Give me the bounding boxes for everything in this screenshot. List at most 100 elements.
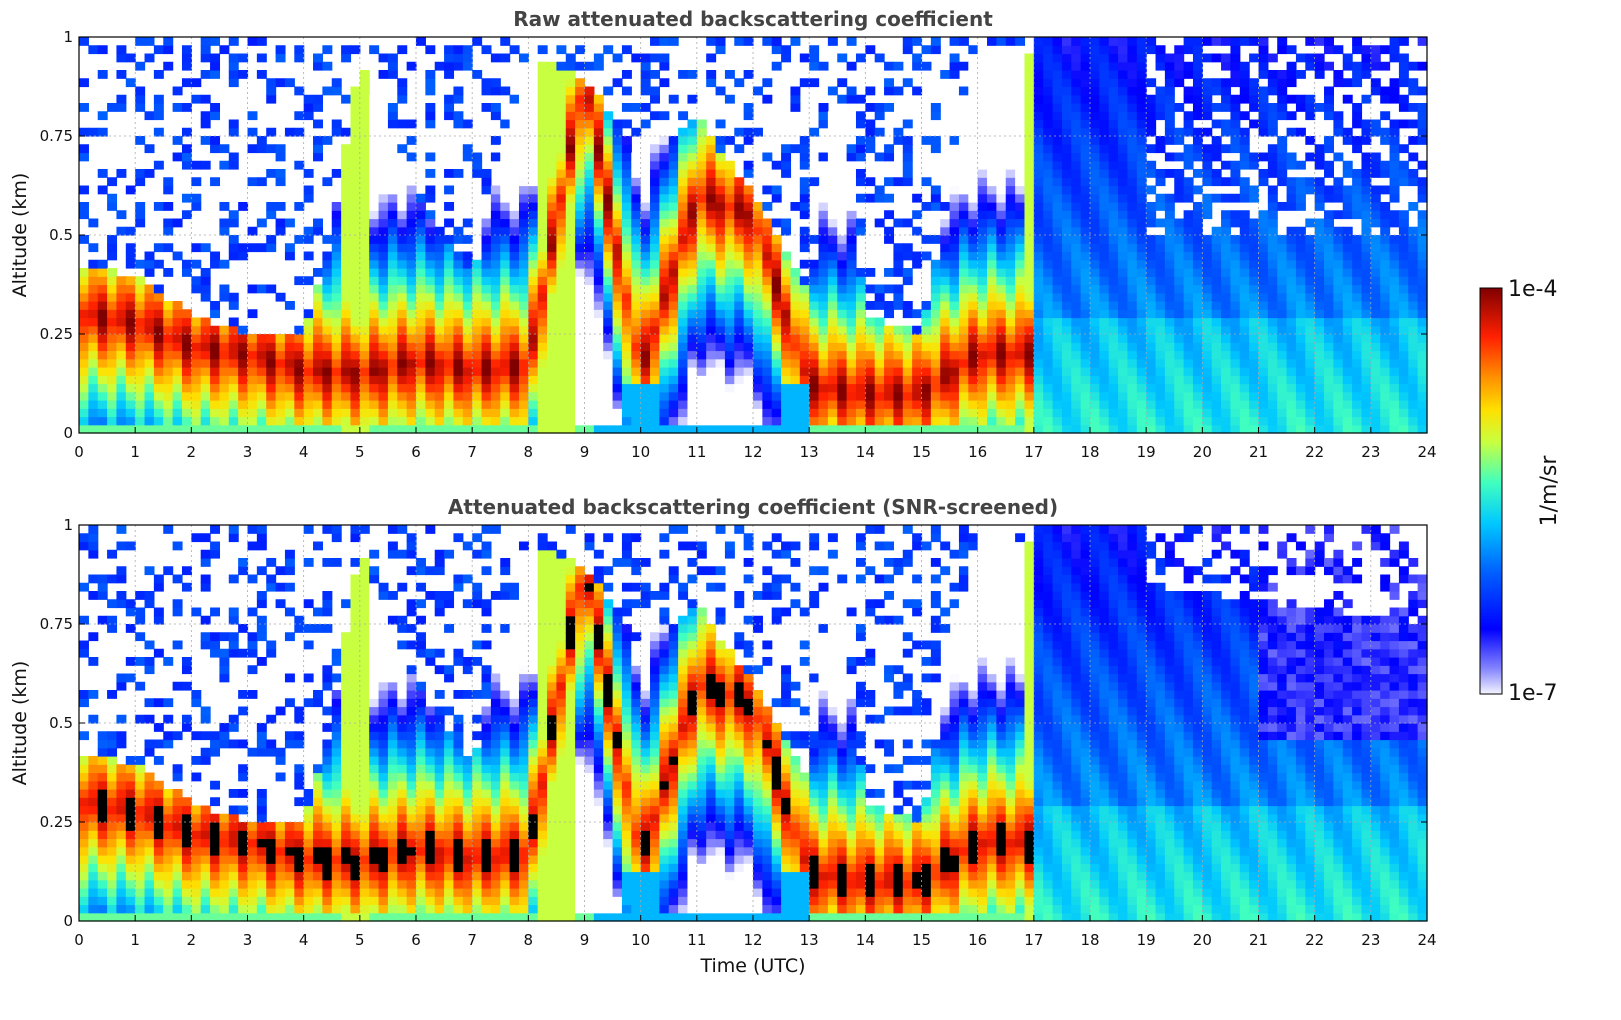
heatmap-cell	[444, 416, 455, 426]
heatmap-cell	[902, 375, 913, 385]
heatmap-cell	[575, 416, 586, 426]
heatmap-cell	[790, 276, 801, 286]
heatmap-cell	[668, 268, 679, 277]
heatmap-cell	[1090, 334, 1100, 343]
heatmap-cell	[1052, 391, 1063, 401]
heatmap-cell	[687, 317, 698, 327]
heatmap-cell	[687, 259, 698, 269]
heatmap-cell	[1221, 103, 1232, 112]
heatmap-cell	[247, 375, 258, 385]
heatmap-cell	[958, 152, 969, 162]
heatmap-cell	[968, 251, 979, 261]
heatmap-cell	[181, 334, 192, 343]
heatmap-cell	[1071, 45, 1082, 55]
heatmap-cell	[1211, 383, 1222, 393]
heatmap-cell	[481, 103, 492, 112]
heatmap-cell	[341, 202, 352, 211]
heatmap-cell	[996, 78, 1007, 88]
heatmap-cell	[322, 350, 333, 360]
heatmap-cell	[1127, 317, 1138, 327]
heatmap-cell	[97, 350, 108, 360]
heatmap-cell	[322, 408, 333, 418]
heatmap-cell	[827, 391, 838, 401]
heatmap-cell	[284, 350, 295, 360]
heatmap-cell	[846, 391, 857, 401]
heatmap-cell	[650, 317, 660, 327]
heatmap-cell	[1090, 226, 1100, 236]
heatmap-cell	[762, 152, 773, 162]
heatmap-cell	[1005, 391, 1016, 401]
heatmap-cell	[743, 169, 754, 178]
heatmap-cell	[1080, 45, 1091, 55]
heatmap-cell	[359, 202, 370, 211]
heatmap-cell	[621, 292, 632, 302]
heatmap-cell	[416, 408, 426, 418]
heatmap-cell	[1164, 416, 1175, 426]
heatmap-cell	[1230, 342, 1241, 352]
heatmap-cell	[781, 226, 792, 236]
heatmap-cell	[902, 251, 913, 261]
heatmap-cell	[865, 325, 876, 335]
heatmap-cell	[1192, 169, 1203, 178]
heatmap-cell	[518, 243, 529, 253]
heatmap-cell	[706, 160, 717, 170]
heatmap-cell	[1295, 416, 1306, 426]
heatmap-cell	[734, 243, 745, 253]
heatmap-cell	[753, 367, 763, 376]
heatmap-cell	[1305, 292, 1316, 302]
heatmap-cell	[322, 284, 333, 294]
heatmap-cell	[734, 358, 745, 368]
heatmap-cell	[940, 325, 951, 335]
heatmap-cell	[893, 127, 904, 137]
heatmap-cell	[593, 226, 604, 236]
heatmap-cell	[706, 325, 717, 335]
heatmap-cell	[1267, 193, 1278, 203]
heatmap-cell	[977, 424, 988, 434]
heatmap-cell	[135, 136, 146, 145]
heatmap-cell	[799, 144, 810, 154]
heatmap-cell	[434, 325, 445, 335]
heatmap-cell	[1071, 383, 1082, 393]
heatmap-cell	[1267, 424, 1278, 434]
heatmap-cell	[1174, 127, 1185, 137]
heatmap-cell	[743, 391, 754, 401]
heatmap-cell	[930, 276, 941, 286]
heatmap-cell	[687, 391, 698, 401]
heatmap-cell	[958, 119, 969, 129]
heatmap-cell	[1061, 37, 1072, 46]
heatmap-cell	[191, 400, 202, 409]
heatmap-cell	[1043, 268, 1054, 277]
heatmap-cell	[172, 218, 183, 228]
heatmap-cell	[1136, 367, 1147, 376]
heatmap-cell	[116, 391, 127, 401]
heatmap-cell	[668, 292, 679, 302]
heatmap-cell	[191, 259, 202, 269]
heatmap-cell	[912, 251, 923, 261]
heatmap-cell	[762, 202, 773, 211]
heatmap-cell	[547, 235, 558, 244]
heatmap-cell	[1174, 309, 1185, 319]
heatmap-cell	[425, 424, 436, 434]
heatmap-cell	[790, 334, 801, 343]
heatmap-cell	[724, 276, 735, 286]
heatmap-cell	[1005, 152, 1016, 162]
heatmap-cell	[659, 424, 670, 434]
heatmap-cell	[687, 276, 698, 286]
heatmap-cell	[565, 152, 576, 162]
heatmap-cell	[509, 185, 520, 195]
heatmap-cell	[865, 358, 876, 368]
heatmap-cell	[1080, 416, 1091, 426]
heatmap-cell	[1080, 136, 1091, 145]
heatmap-cell	[987, 391, 997, 401]
heatmap-cell	[668, 424, 679, 434]
heatmap-cell	[1052, 424, 1063, 434]
heatmap-cell	[1043, 391, 1054, 401]
heatmap-cell	[547, 276, 558, 286]
heatmap-cell	[781, 309, 792, 319]
heatmap-cell	[341, 309, 352, 319]
heatmap-cell	[434, 268, 445, 277]
heatmap-cell	[575, 226, 586, 236]
heatmap-cell	[107, 367, 118, 376]
heatmap-cell	[1305, 185, 1316, 195]
